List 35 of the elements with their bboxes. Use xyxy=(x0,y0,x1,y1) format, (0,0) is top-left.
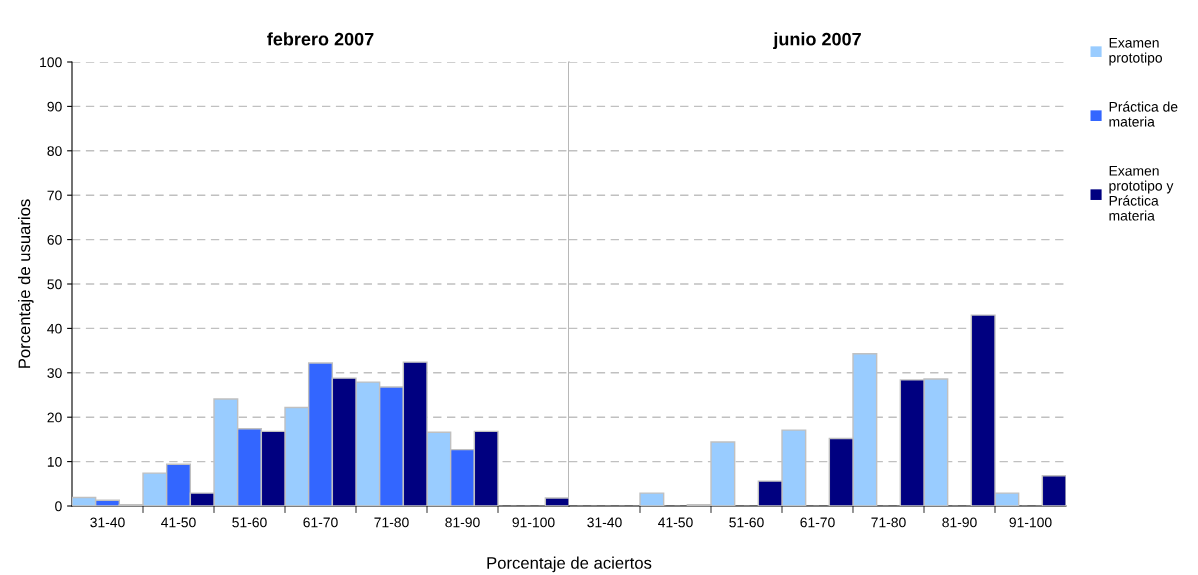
y-axis-title: Porcentaje de usuarios xyxy=(18,199,34,368)
x-tick-label: 71-80 xyxy=(374,517,409,528)
legend-label: Examen prototipo y Práctica materia xyxy=(1109,166,1174,221)
y-tick-label: 80 xyxy=(47,146,62,156)
legend-label: Examen prototipo xyxy=(1109,38,1163,66)
y-tick-label: 10 xyxy=(47,456,62,467)
y-tick-label: 70 xyxy=(47,190,62,201)
legend-label: Práctica de materia xyxy=(1109,101,1178,127)
x-tick-label: 61-70 xyxy=(800,517,835,528)
y-tick-label: 50 xyxy=(47,279,62,290)
bar xyxy=(544,497,569,506)
x-tick-label: 31-40 xyxy=(587,517,622,528)
x-tick-label: 81-90 xyxy=(942,517,977,528)
x-axis-title: Porcentaje de aciertos xyxy=(487,556,652,573)
y-tick-label: 60 xyxy=(47,234,62,245)
chart-title: junio 2007 xyxy=(773,32,861,50)
x-tick-label: 71-80 xyxy=(871,517,906,528)
x-tick-label: 51-60 xyxy=(729,517,764,528)
y-tick-label: 30 xyxy=(47,368,62,378)
chart-title: febrero 2007 xyxy=(267,32,374,46)
x-tick-label: 51-60 xyxy=(232,517,267,528)
y-tick-label: 90 xyxy=(47,101,62,112)
x-tick-label: 61-70 xyxy=(303,517,338,528)
x-tick-label: 41-50 xyxy=(658,517,693,528)
y-tick-label: 40 xyxy=(47,323,62,334)
y-tick-label: 100 xyxy=(40,57,62,68)
x-tick-label: 81-90 xyxy=(445,517,480,528)
x-tick-label: 31-40 xyxy=(90,517,125,528)
x-tick-label: 91-100 xyxy=(1009,517,1052,528)
x-tick-label: 91-100 xyxy=(512,517,555,528)
y-tick-label: 0 xyxy=(55,501,62,512)
x-tick-label: 41-50 xyxy=(161,517,196,528)
bar xyxy=(639,492,665,506)
y-tick-label: 20 xyxy=(47,412,62,423)
bar xyxy=(1041,475,1066,506)
